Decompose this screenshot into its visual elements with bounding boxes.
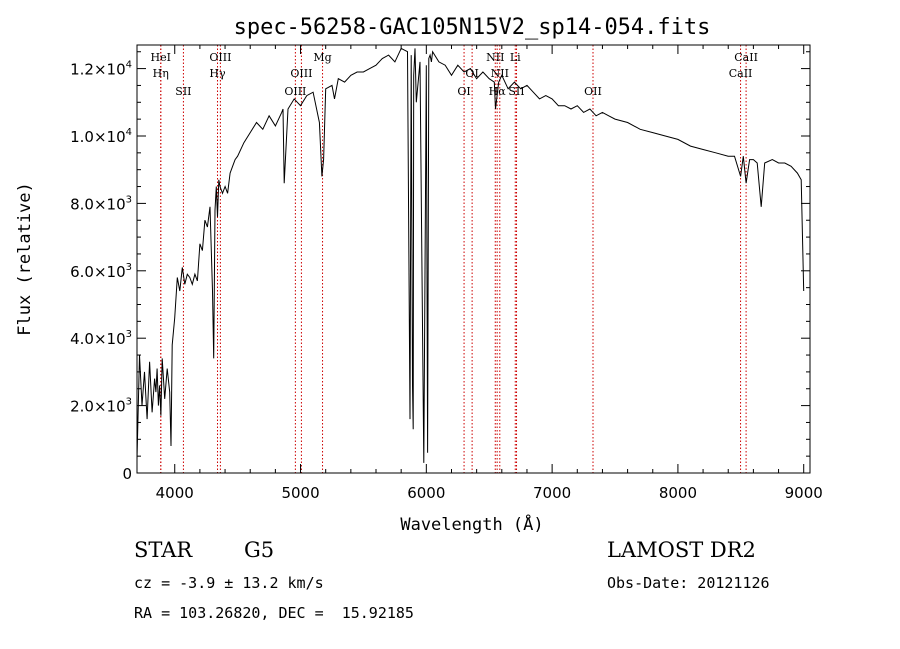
x-tick-label: 9000 [785, 484, 823, 502]
line-marker-label: OIII [284, 85, 306, 98]
line-marker-label: CaII [729, 67, 753, 80]
x-axis-label: Wavelength (Å) [400, 513, 543, 535]
observation-date: Obs-Date: 20121126 [607, 574, 770, 592]
x-axis-ticks: 4000 5000 6000 7000 8000 9000 [156, 45, 823, 502]
spectral-line-markers [160, 45, 747, 473]
line-marker-label: SII [508, 85, 524, 98]
x-tick-label: 6000 [407, 484, 445, 502]
line-marker-label: Hγ [209, 67, 226, 80]
y-tick-label: 6.0×103 [70, 262, 132, 281]
object-subclass: G5 [244, 538, 275, 562]
line-marker-label: OII [584, 85, 602, 98]
line-marker-label: Hη [153, 67, 169, 80]
y-tick-label: 2.0×103 [70, 397, 132, 416]
line-marker-label: HeI [151, 51, 171, 64]
line-marker-label: NII [491, 67, 509, 80]
y-tick-label: 1.0×104 [70, 127, 132, 146]
y-tick-label: 4.0×103 [70, 329, 132, 348]
spectral-line-labels: HeIHηSIIHγOIIIOIIIOIIIMgOIOINIIHαNIILiSI… [151, 51, 758, 98]
x-tick-label: 8000 [659, 484, 697, 502]
object-class: STAR [134, 538, 193, 562]
y-tick-label: 0 [122, 465, 132, 483]
y-tick-label: 8.0×103 [70, 194, 132, 213]
line-marker-label: OIII [209, 51, 231, 64]
line-marker-label: OIII [290, 67, 312, 80]
survey-name: LAMOST DR2 [607, 538, 756, 562]
y-axis-label: Flux (relative) [15, 182, 35, 336]
line-marker-label: NII [486, 51, 504, 64]
line-marker-label: Li [510, 51, 521, 64]
y-axis-ticks: 0 2.0×103 4.0×103 6.0×103 8.0×103 1.0×104 1.2×… [70, 51, 810, 483]
line-marker-label: CaII [734, 51, 758, 64]
chart-title: spec-56258-GAC105N15V2_sp14-054.fits [234, 15, 711, 40]
x-tick-label: 4000 [156, 484, 194, 502]
x-tick-label: 7000 [533, 484, 571, 502]
line-marker-label: Mg [313, 51, 331, 64]
x-tick-label: 5000 [281, 484, 319, 502]
line-marker-label: SII [175, 85, 191, 98]
sky-coordinates: RA = 103.26820, DEC = 15.92185 [134, 604, 414, 622]
plot-frame [136, 44, 811, 474]
redshift-velocity: cz = -3.9 ± 13.2 km/s [134, 574, 324, 592]
y-tick-label: 1.2×104 [70, 60, 132, 79]
line-marker-label: OI [457, 85, 470, 98]
spectrum-line [136, 47, 805, 463]
